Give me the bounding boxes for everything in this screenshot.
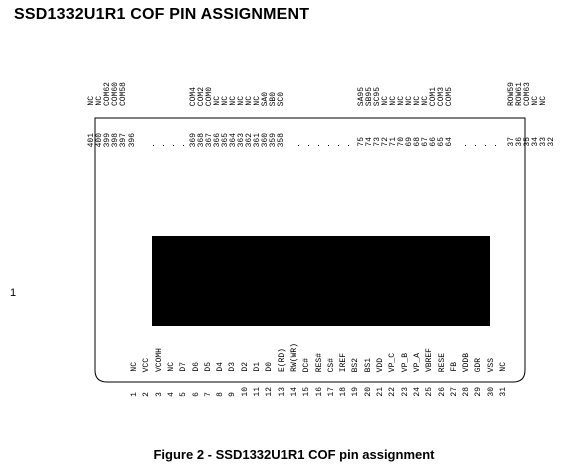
bottom-pin-number: 7 [204,392,213,397]
pin-continuation-dot [318,145,319,146]
bottom-pin-name: IREF [339,352,348,372]
ic-die [152,236,490,326]
bottom-pin-number: 21 [376,387,385,397]
pin-continuation-dot [485,145,486,146]
bottom-pin-name: BS1 [364,357,373,372]
bottom-pin-number: 15 [302,387,311,397]
top-pin-number: 358 [277,132,286,147]
top-pin-name: NC [539,96,548,106]
page-title: SSD1332U1R1 COF PIN ASSIGNMENT [14,6,310,23]
bottom-pin-name: BS2 [351,357,360,372]
top-pin-number: 64 [445,137,454,147]
bottom-pin-number: 12 [265,387,274,397]
bottom-pin-name: D1 [253,362,262,372]
bottom-pin-number: 17 [327,387,336,397]
bottom-pin-number: 29 [474,387,483,397]
pin-continuation-dot [348,145,349,146]
pin-continuation-dot [163,145,164,146]
bottom-pin-number: 30 [487,387,496,397]
bottom-pin-number: 2 [142,392,151,397]
pin-continuation-dot [153,145,154,146]
bottom-pin-name: VP_A [413,352,422,372]
bottom-pin-name: NC [499,362,508,372]
bottom-pin-number: 14 [290,387,299,397]
pin-continuation-dot [465,145,466,146]
bottom-pin-name: VP_C [388,352,397,372]
top-pin-name: SC0 [277,91,286,106]
bottom-pin-name: D5 [204,362,213,372]
bottom-pin-number: 31 [499,387,508,397]
top-pin-name: COM58 [119,81,128,106]
pin-continuation-dot [338,145,339,146]
bottom-pin-number: 28 [462,387,471,397]
bottom-pin-name: D0 [265,362,274,372]
bottom-pin-number: 26 [438,387,447,397]
cof-film-outline [94,117,526,383]
bottom-pin-number: 22 [388,387,397,397]
bottom-pin-name: E(RD) [278,347,287,372]
bottom-pin-name: D3 [228,362,237,372]
bottom-pin-name: GDR [474,357,483,372]
bottom-pin-name: DC# [302,357,311,372]
bottom-pin-number: 4 [167,392,176,397]
pin-continuation-dot [308,145,309,146]
top-pin-name: COM5 [445,86,454,106]
pin-continuation-dot [495,145,496,146]
page-number: 1 [10,287,17,299]
pin-continuation-dot [298,145,299,146]
bottom-pin-number: 13 [278,387,287,397]
bottom-pin-name: VDDB [462,352,471,372]
top-pin-number: 396 [128,132,137,147]
bottom-pin-number: 25 [425,387,434,397]
bottom-pin-number: 9 [228,392,237,397]
bottom-pin-name: VBREF [425,347,434,372]
bottom-pin-name: VDD [376,357,385,372]
bottom-pin-number: 11 [253,387,262,397]
bottom-pin-name: VCC [142,357,151,372]
bottom-pin-number: 6 [192,392,201,397]
bottom-pin-number: 5 [179,392,188,397]
bottom-pin-name: RW(WR) [290,343,299,372]
pin-continuation-dot [328,145,329,146]
figure-caption: Figure 2 - SSD1332U1R1 COF pin assignmen… [153,447,435,462]
bottom-pin-number: 16 [315,387,324,397]
bottom-pin-number: 1 [130,392,139,397]
bottom-pin-number: 18 [339,387,348,397]
bottom-pin-number: 27 [450,387,459,397]
bottom-pin-name: D4 [216,362,225,372]
pin-continuation-dot [475,145,476,146]
bottom-pin-name: D2 [241,362,250,372]
bottom-pin-number: 23 [401,387,410,397]
bottom-pin-number: 10 [241,387,250,397]
bottom-pin-name: VCOMH [155,347,164,372]
bottom-pin-name: D6 [192,362,201,372]
bottom-pin-number: 19 [351,387,360,397]
top-pin-number: 397 [119,132,128,147]
bottom-pin-name: FB [450,362,459,372]
bottom-pin-name: VP_B [401,352,410,372]
bottom-pin-name: CS# [327,357,336,372]
bottom-pin-name: RES# [315,352,324,372]
bottom-pin-name: NC [130,362,139,372]
bottom-pin-number: 20 [364,387,373,397]
bottom-pin-name: D7 [179,362,188,372]
bottom-pin-number: 3 [155,392,164,397]
bottom-pin-number: 8 [216,392,225,397]
bottom-pin-name: VSS [487,357,496,372]
pin-continuation-dot [183,145,184,146]
top-pin-number: 32 [547,137,556,147]
bottom-pin-number: 24 [413,387,422,397]
bottom-pin-name: NC [167,362,176,372]
pin-continuation-dot [173,145,174,146]
bottom-pin-name: RESE [438,352,447,372]
